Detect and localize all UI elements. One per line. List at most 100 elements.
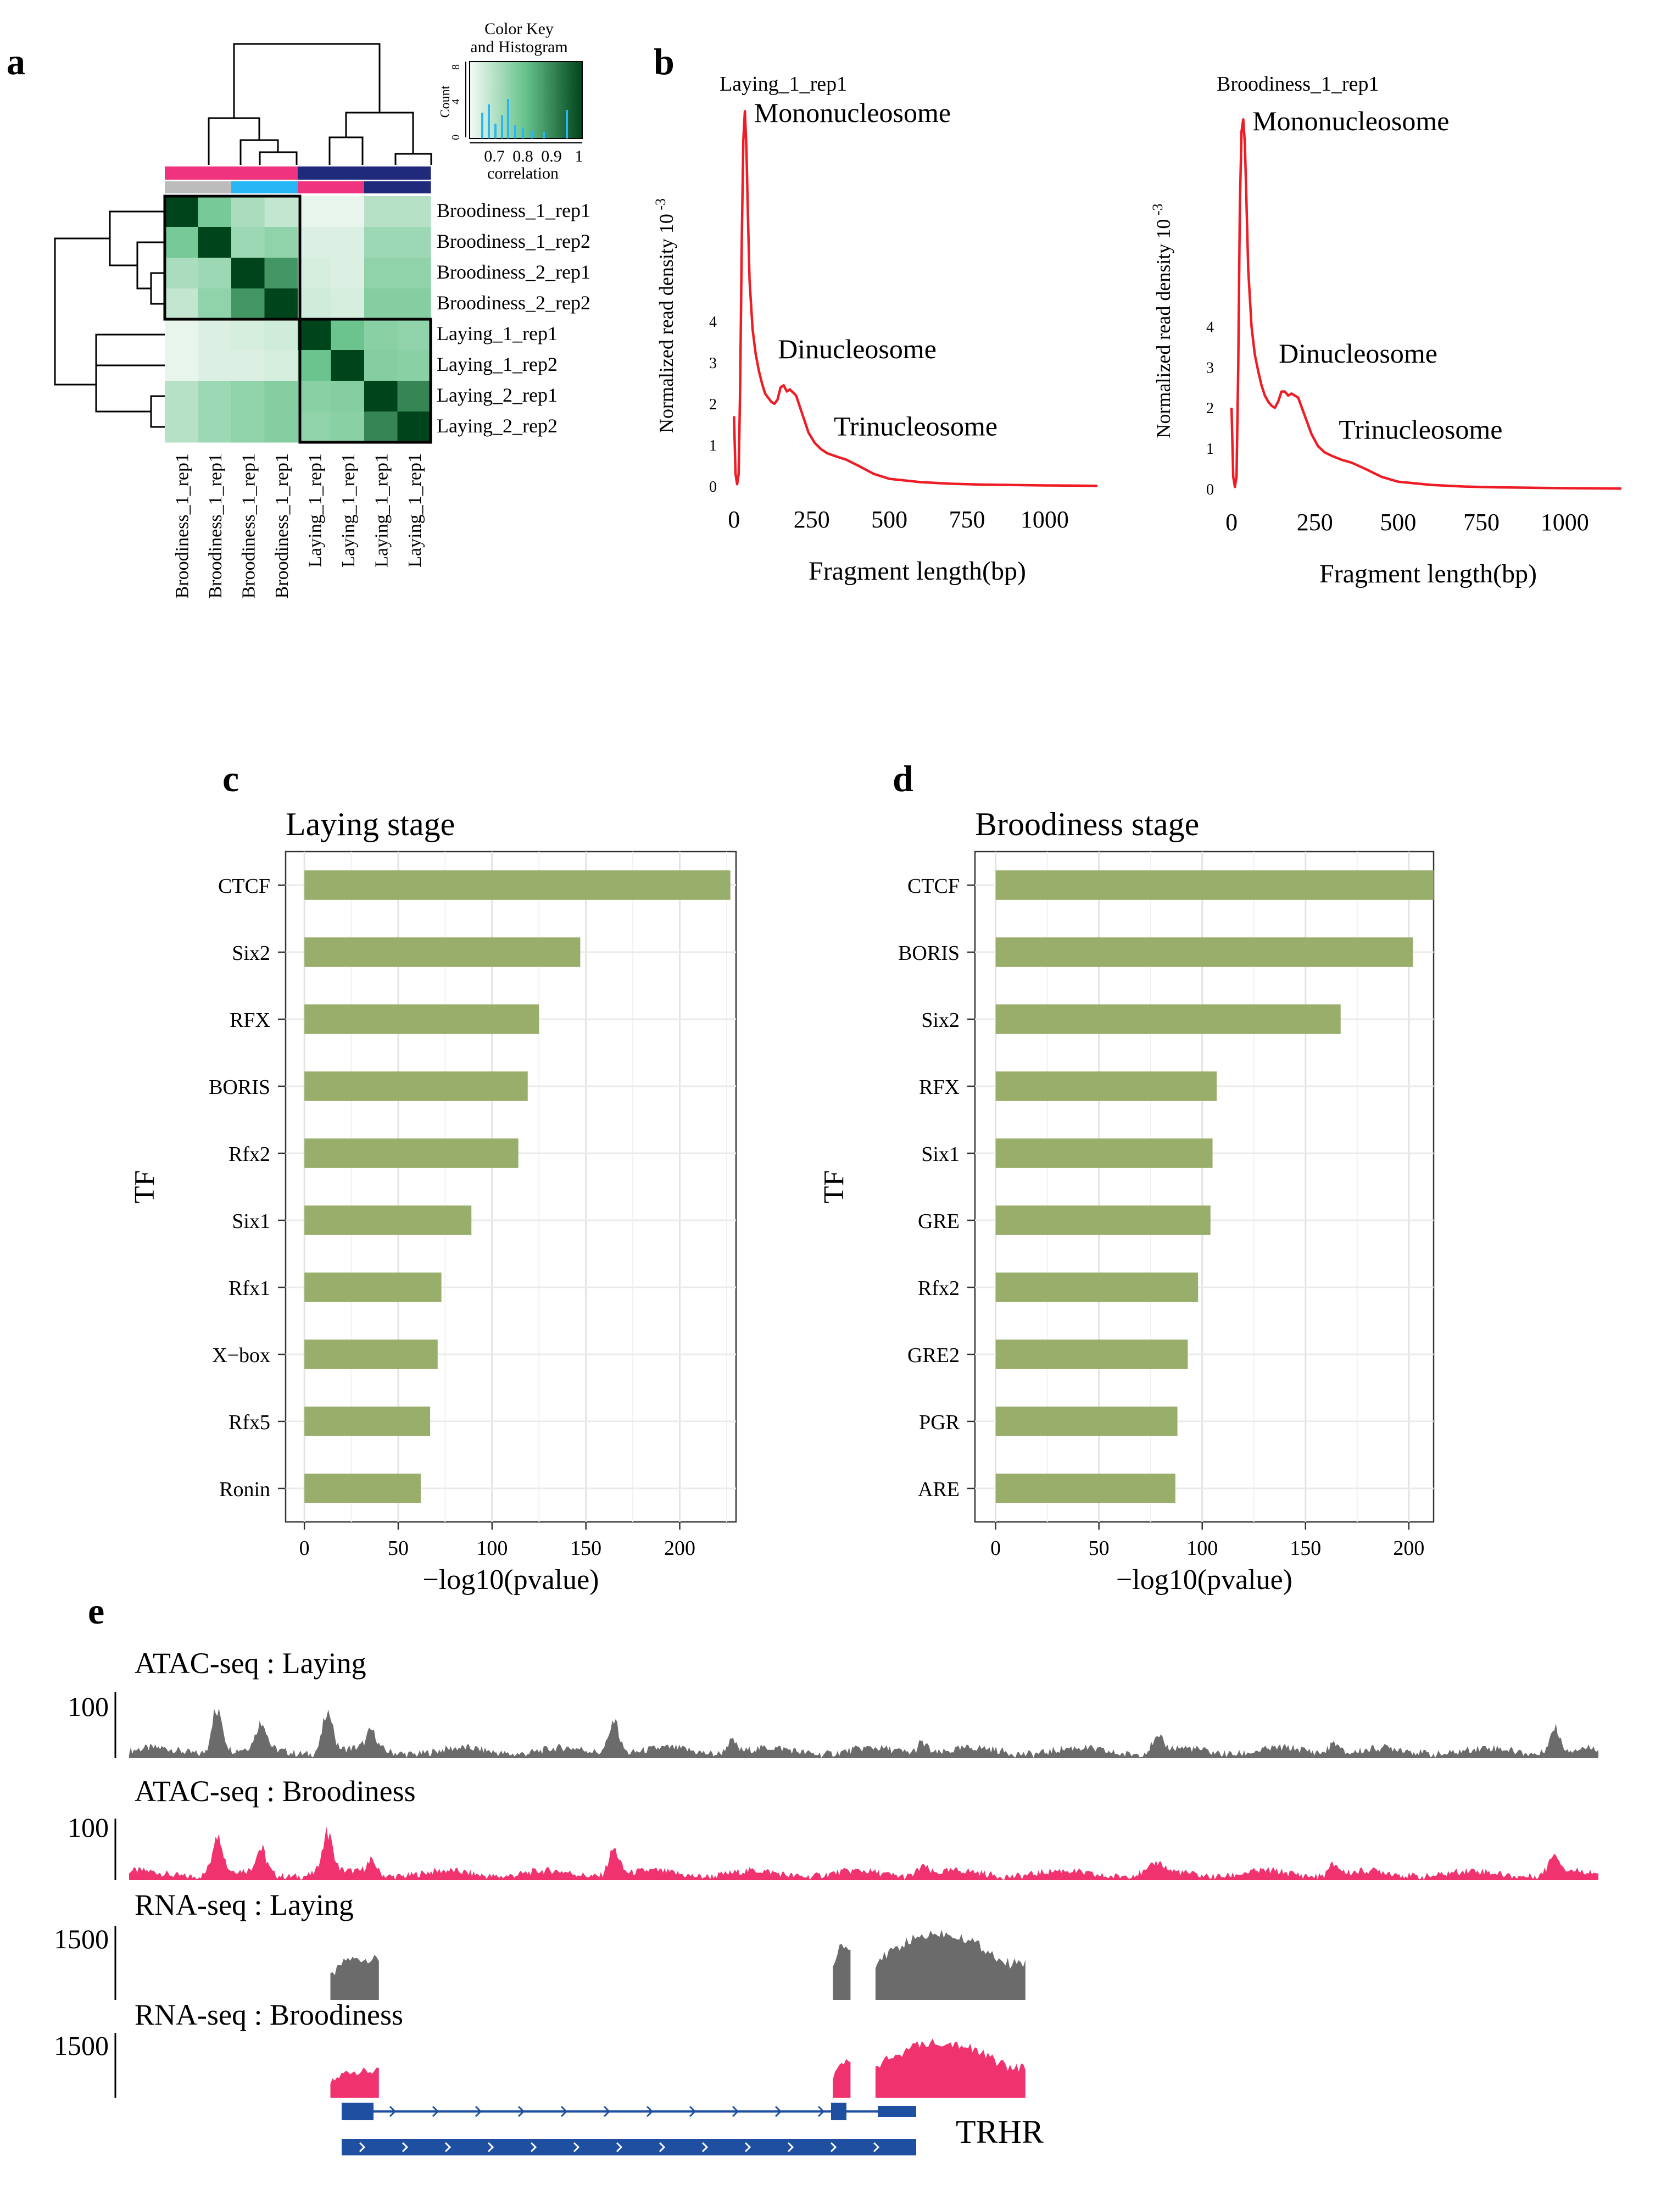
transcript-strand-arrow (873, 2142, 880, 2153)
correlation-heatmap-panel: Color Key and Histogram 0 4 8 Count 0.7 … (54, 20, 590, 598)
x-tick-label-200: 200 (664, 1537, 695, 1560)
track-scale-0: 100 (68, 1691, 109, 1722)
panel-label-b: b (654, 41, 675, 82)
row-label-3: Broodiness_2_rep2 (437, 292, 590, 314)
x-axis-title: −log10(pvalue) (1116, 1564, 1292, 1596)
row-dendrogram (54, 210, 165, 428)
transcript-strand-arrow (616, 2142, 623, 2153)
annotation-mononucleosome: Mononucleosome (1252, 105, 1449, 136)
annotation-top-7 (397, 166, 431, 180)
x-tick-label-0: 0 (299, 1537, 310, 1560)
bar-Rfx1 (304, 1272, 442, 1302)
y-axis-title: Normalized read density 10 -3 (653, 198, 677, 433)
transcript-strand-arrow (701, 2142, 709, 2153)
category-label-Rfx1: Rfx1 (228, 1277, 270, 1300)
transcript-strand-arrow (444, 2142, 452, 2153)
y-tick-label-0: 0 (709, 479, 717, 496)
heatmap-cell-7-4 (298, 412, 331, 443)
plot-title: Broodiness_1_rep1 (1217, 73, 1379, 96)
annotation-top-2 (231, 166, 265, 180)
color-key-title-line2: and Histogram (470, 38, 567, 56)
genome-browser-tracks: ATAC-seq : Laying 100 ATAC-seq : Broodines… (54, 1647, 1598, 2155)
category-label-BORIS: BORIS (209, 1076, 270, 1099)
x-tick-label-50: 50 (1089, 1537, 1110, 1560)
x-tick-label-100: 100 (476, 1537, 508, 1560)
bar-CTCF (995, 870, 1434, 900)
strand-arrow (560, 2105, 568, 2117)
row-label-2: Broodiness_2_rep1 (437, 261, 590, 283)
heatmap-cell-3-5 (331, 288, 365, 320)
row-label-5: Laying_1_rep2 (437, 353, 558, 375)
gene-exon-1 (342, 2103, 374, 2120)
strand-arrow (646, 2105, 654, 2117)
heatmap-cell-5-0 (165, 350, 198, 381)
heatmap-cell-5-6 (364, 350, 398, 381)
annotation-top-3 (264, 166, 298, 180)
transcript-strand-arrow (787, 2142, 794, 2153)
y-tick-label-2: 2 (709, 396, 717, 413)
category-label-BORIS: BORIS (898, 942, 960, 965)
strand-arrow (389, 2105, 397, 2117)
x-tick-label-250: 250 (794, 506, 830, 533)
gene-exon-3 (878, 2106, 916, 2117)
color-key-gradient (469, 61, 583, 139)
heatmap-cell-5-1 (198, 350, 232, 381)
heatmap-cell-6-3 (264, 381, 298, 412)
category-label-Rfx5: Rfx5 (228, 1411, 270, 1434)
row-label-0: Broodiness_1_rep1 (437, 199, 590, 221)
heatmap-cell-5-3 (264, 350, 298, 381)
annotation-bottom-7 (397, 181, 431, 193)
category-label-GRE: GRE (918, 1210, 960, 1233)
fragment-length-plot-broodiness: Broodiness_1_rep1 0 1 2 3 4 0 250 500 750 1000Frag… (1150, 73, 1621, 588)
transcript-strand-arrow (573, 2142, 580, 2153)
heatmap-cell-0-4 (298, 196, 331, 227)
heatmap-cell-7-6 (364, 412, 398, 443)
col-label-1: Broodiness_1_rep1 (205, 453, 226, 598)
plot-title: Laying_1_rep1 (720, 73, 847, 96)
transcript-bar (342, 2139, 916, 2155)
track-label-1: ATAC-seq : Broodiness (135, 1775, 416, 1808)
heatmap-cell-7-0 (165, 412, 198, 443)
col-label-0: Broodiness_1_rep1 (172, 453, 192, 598)
color-key-histogram (481, 99, 568, 138)
transcript-strand-arrow (359, 2142, 366, 2153)
heatmap-cell-4-3 (264, 319, 298, 351)
heatmap-cell-5-5 (331, 350, 365, 381)
column-annotation-top (165, 166, 431, 180)
bar-BORIS (304, 1071, 528, 1101)
transcript-strand-arrow (744, 2142, 751, 2153)
row-label-4: Laying_1_rep1 (437, 323, 558, 344)
key-ytick-8: 8 (450, 64, 462, 70)
y-axis-title: TF (129, 1170, 160, 1204)
column-annotation-bottom (165, 181, 431, 193)
column-dendrogram (208, 43, 432, 165)
y-tick-label-4: 4 (1206, 319, 1214, 336)
track-scale-1: 100 (68, 1812, 109, 1843)
heatmap-cell-2-0 (165, 258, 198, 289)
category-label-Rfx2: Rfx2 (918, 1277, 960, 1300)
rna-exon-coverage-3-0 (330, 2068, 379, 2098)
heatmap-cell-1-2 (231, 227, 265, 258)
heatmap-cell-2-7 (397, 258, 431, 289)
annotation-bottom-5 (331, 181, 365, 193)
category-label-X−box: X−box (212, 1344, 270, 1367)
heatmap-cell-1-0 (165, 227, 198, 258)
col-label-2: Broodiness_1_rep1 (238, 453, 259, 598)
chart-title-broodiness: Broodiness stage (975, 806, 1199, 842)
bar-ARE (995, 1474, 1175, 1503)
key-ylabel: Count (438, 85, 453, 118)
heatmap-cell-3-7 (397, 288, 431, 320)
category-label-RFX: RFX (919, 1076, 960, 1099)
x-tick-label-150: 150 (1290, 1537, 1321, 1560)
x-axis-title: −log10(pvalue) (422, 1564, 599, 1596)
heatmap-cell-7-3 (264, 412, 298, 443)
strand-arrow (817, 2105, 825, 2117)
signal-area-0 (129, 1708, 1598, 1758)
y-tick-label-1: 1 (1206, 441, 1214, 458)
x-tick-label-150: 150 (570, 1537, 601, 1560)
bar-BORIS (995, 937, 1413, 967)
key-ytick-4: 4 (450, 99, 462, 104)
y-tick-label-4: 4 (709, 314, 717, 331)
strand-arrow (432, 2105, 439, 2117)
transcript-strand-arrow (659, 2142, 666, 2153)
